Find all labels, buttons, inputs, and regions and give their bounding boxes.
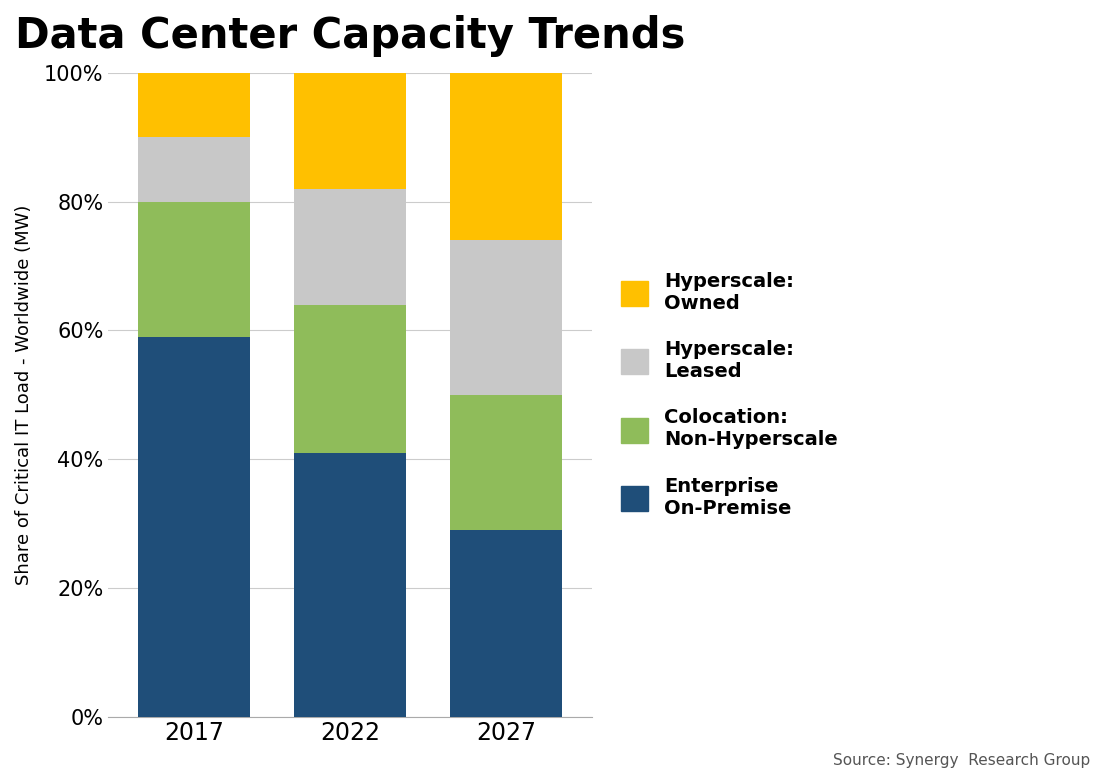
Bar bbox=[294, 189, 406, 305]
Bar bbox=[450, 530, 563, 716]
Bar bbox=[294, 305, 406, 452]
Bar bbox=[138, 73, 250, 137]
Bar bbox=[450, 395, 563, 530]
Bar bbox=[450, 241, 563, 395]
Bar bbox=[138, 137, 250, 202]
Bar bbox=[138, 337, 250, 716]
Y-axis label: Share of Critical IT Load - Worldwide (MW): Share of Critical IT Load - Worldwide (M… bbox=[15, 205, 33, 585]
Bar bbox=[294, 452, 406, 716]
Bar bbox=[138, 202, 250, 337]
Bar bbox=[450, 73, 563, 241]
Title: Data Center Capacity Trends: Data Center Capacity Trends bbox=[15, 15, 686, 57]
Bar bbox=[294, 73, 406, 189]
Text: Source: Synergy  Research Group: Source: Synergy Research Group bbox=[832, 753, 1090, 768]
Legend: Hyperscale:
Owned, Hyperscale:
Leased, Colocation:
Non-Hyperscale, Enterprise
On: Hyperscale: Owned, Hyperscale: Leased, C… bbox=[611, 262, 848, 528]
